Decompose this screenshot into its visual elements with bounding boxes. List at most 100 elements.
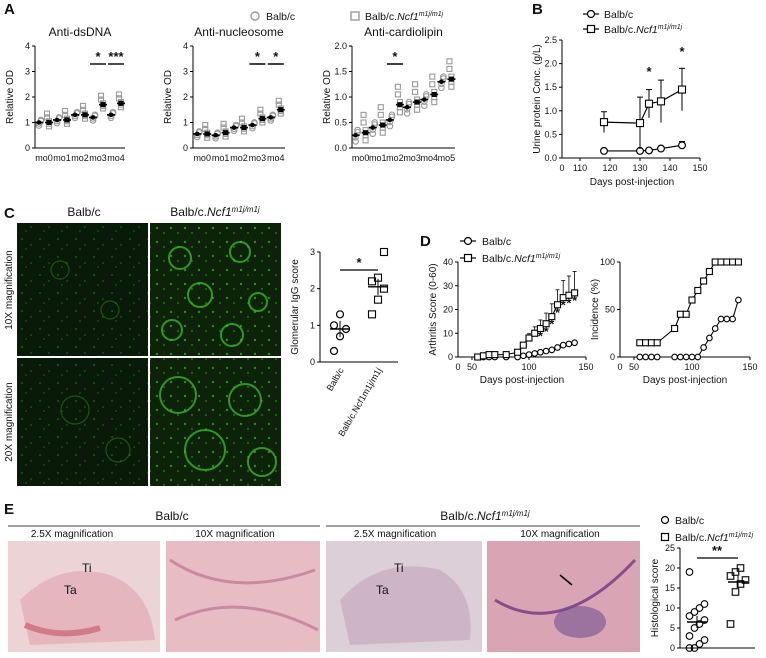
y-tick-label: 0 xyxy=(183,143,188,153)
series-line xyxy=(603,89,683,124)
group-label-ncf1: Balb/c.Ncf1m1j/m1j xyxy=(440,509,530,523)
y-tick-label: 100 xyxy=(600,257,615,267)
data-point xyxy=(412,88,419,95)
significance-star: * xyxy=(95,49,101,64)
data-point xyxy=(379,129,386,136)
data-point xyxy=(677,85,687,94)
data-point xyxy=(531,329,539,337)
x-tick-label: Balb/c.Ncf1m1j/m1j xyxy=(336,366,383,438)
y-tick-label: 5 xyxy=(670,623,675,633)
data-point xyxy=(514,348,522,356)
x-tick-label: 0 xyxy=(455,362,460,372)
mean-marker xyxy=(414,99,420,105)
mean-marker xyxy=(46,119,52,126)
mean-marker xyxy=(250,122,255,128)
mean-marker xyxy=(72,112,78,118)
data-point xyxy=(656,97,666,106)
x-axis-label: Days post-injection xyxy=(643,375,727,386)
mean-marker xyxy=(421,97,427,102)
data-point xyxy=(647,339,655,347)
mean-marker xyxy=(404,104,410,110)
data-point xyxy=(711,258,719,266)
data-point xyxy=(531,350,539,357)
data-point xyxy=(329,321,339,330)
significance-star: * xyxy=(273,49,279,64)
significance-star: * xyxy=(566,295,572,310)
data-point xyxy=(729,315,736,323)
significance-star: *** xyxy=(108,49,124,64)
data-point xyxy=(354,126,361,134)
mean-marker xyxy=(108,112,114,118)
x-tick-label: 150 xyxy=(742,362,757,372)
legend-d-ncf1: Balb/c.Ncf1m1j/m1j xyxy=(482,253,561,265)
data-point xyxy=(352,138,359,145)
data-point xyxy=(405,98,413,106)
y-tick-label: 2.0 xyxy=(334,41,347,51)
data-point xyxy=(335,310,345,319)
chart-c: 0 1 2 3 Glomerular IgG score Balb/cBalb/c.Ncf… xyxy=(290,247,398,438)
y-tick-label: 1 xyxy=(183,118,188,128)
mean-marker xyxy=(370,125,376,130)
data-point xyxy=(736,580,745,588)
chart-title: Anti-nucleosome xyxy=(194,25,284,39)
data-point xyxy=(525,351,533,358)
legend-b: Balb/c Balb/c.Ncf1m1j/m1j xyxy=(583,9,683,36)
data-point xyxy=(369,130,377,138)
y-tick-label: 2 xyxy=(25,92,30,102)
data-point xyxy=(695,620,704,628)
data-point xyxy=(700,277,708,285)
x-tick-label: 100 xyxy=(684,362,699,372)
x-tick-label: mo3 xyxy=(403,153,421,163)
mag-label-4: 10X magnification xyxy=(520,529,600,540)
data-point xyxy=(705,267,713,276)
y-tick-label: 0.0 xyxy=(334,143,347,153)
mag-label-3: 2.5X magnification xyxy=(354,529,436,540)
significance-star: * xyxy=(255,49,261,64)
data-point xyxy=(648,353,655,361)
data-point xyxy=(377,111,384,118)
mean-marker xyxy=(36,120,42,125)
data-point xyxy=(731,568,740,576)
mean-marker xyxy=(363,130,369,136)
x-tick-label: 100 xyxy=(521,362,536,372)
data-point xyxy=(635,119,645,128)
data-point xyxy=(717,258,725,266)
y-tick-label: 1.5 xyxy=(334,67,347,77)
data-point xyxy=(642,339,650,347)
data-point xyxy=(525,334,533,342)
data-point xyxy=(690,608,699,616)
data-point xyxy=(706,334,713,342)
legend-marker-circle xyxy=(250,11,260,21)
data-point xyxy=(685,644,694,652)
data-point xyxy=(548,313,556,321)
data-point xyxy=(373,295,383,304)
x-tick-label: mo3 xyxy=(89,153,107,163)
x-tick-label: mo2 xyxy=(230,153,248,163)
x-tick-label: mo2 xyxy=(71,153,89,163)
data-point xyxy=(694,353,702,361)
chart-d: 0 10 20 30 40 Arthritis Score (0-60) 0 50 100 150… xyxy=(428,257,758,386)
data-point xyxy=(688,296,696,304)
data-point xyxy=(420,102,428,110)
data-point xyxy=(275,97,282,104)
mean-marker xyxy=(380,122,386,128)
data-point xyxy=(542,320,550,328)
data-point xyxy=(367,310,377,319)
legend-a: Balb/c Balb/c.Ncf1m1j/m1j xyxy=(250,11,444,23)
significance-star: * xyxy=(538,329,544,344)
significance-star: * xyxy=(561,298,567,313)
x-axis-label: Days post-injection xyxy=(480,375,564,386)
y-axis-label: Relative OD xyxy=(163,70,174,124)
significance-star: ** xyxy=(712,543,723,558)
significance-star: * xyxy=(549,317,555,332)
y-tick-label: 3 xyxy=(183,67,188,77)
significance-star: * xyxy=(392,49,398,64)
x-tick-label: 50 xyxy=(467,362,477,372)
x-tick-label: Balb/c xyxy=(325,366,346,393)
y-axis-label: Urine protein Conc. (g/L) xyxy=(532,44,543,154)
data-point xyxy=(726,572,735,580)
legend-marker-square xyxy=(660,532,670,542)
y-axis-label: Relative OD xyxy=(5,70,16,124)
